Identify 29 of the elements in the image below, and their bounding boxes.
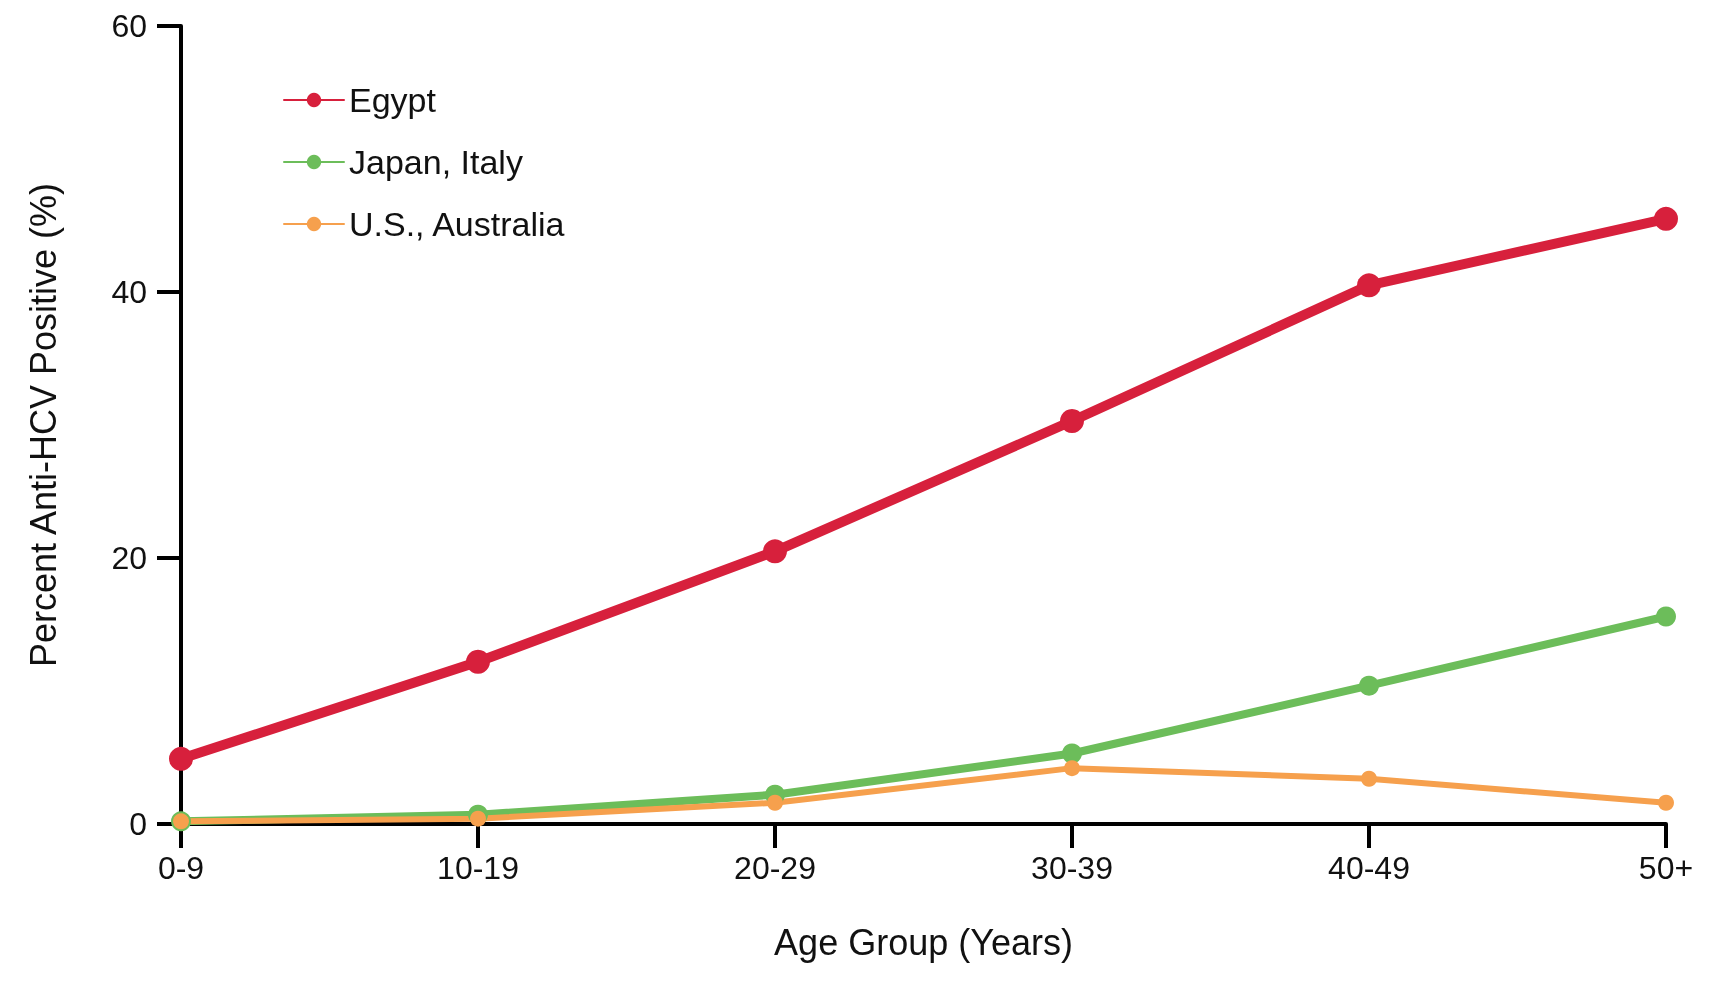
point	[1060, 409, 1084, 433]
point	[767, 794, 783, 811]
legend-label: Egypt	[349, 81, 437, 119]
legend-label: U.S., Australia	[349, 205, 565, 243]
point	[763, 539, 787, 564]
x-axis-title: Age Group (Years)	[774, 921, 1073, 963]
x-tick-label: 0-9	[157, 850, 205, 886]
y-tick-label: 20	[111, 540, 147, 576]
point	[169, 746, 193, 771]
y-tick-label: 40	[111, 274, 147, 310]
point	[1357, 273, 1381, 298]
point	[1064, 760, 1080, 777]
x-tick-label: 20-29	[734, 850, 816, 886]
y-tick-label: 0	[129, 806, 147, 842]
point	[466, 649, 490, 674]
point	[1654, 206, 1678, 231]
legend-label: Japan, Italy	[349, 143, 523, 181]
point	[470, 810, 486, 827]
y-tick-label: 60	[111, 8, 147, 44]
point	[1361, 770, 1377, 787]
x-tick-label: 50+	[1638, 850, 1694, 886]
point	[1658, 794, 1674, 811]
x-tick-label: 40-49	[1328, 850, 1410, 886]
x-tick-label: 10-19	[437, 850, 519, 886]
point	[1062, 743, 1082, 764]
point	[1359, 675, 1379, 696]
x-tick-label: 30-39	[1031, 850, 1113, 886]
y-axis-title: Percent Anti-HCV Positive (%)	[22, 182, 64, 668]
point	[1656, 606, 1676, 627]
